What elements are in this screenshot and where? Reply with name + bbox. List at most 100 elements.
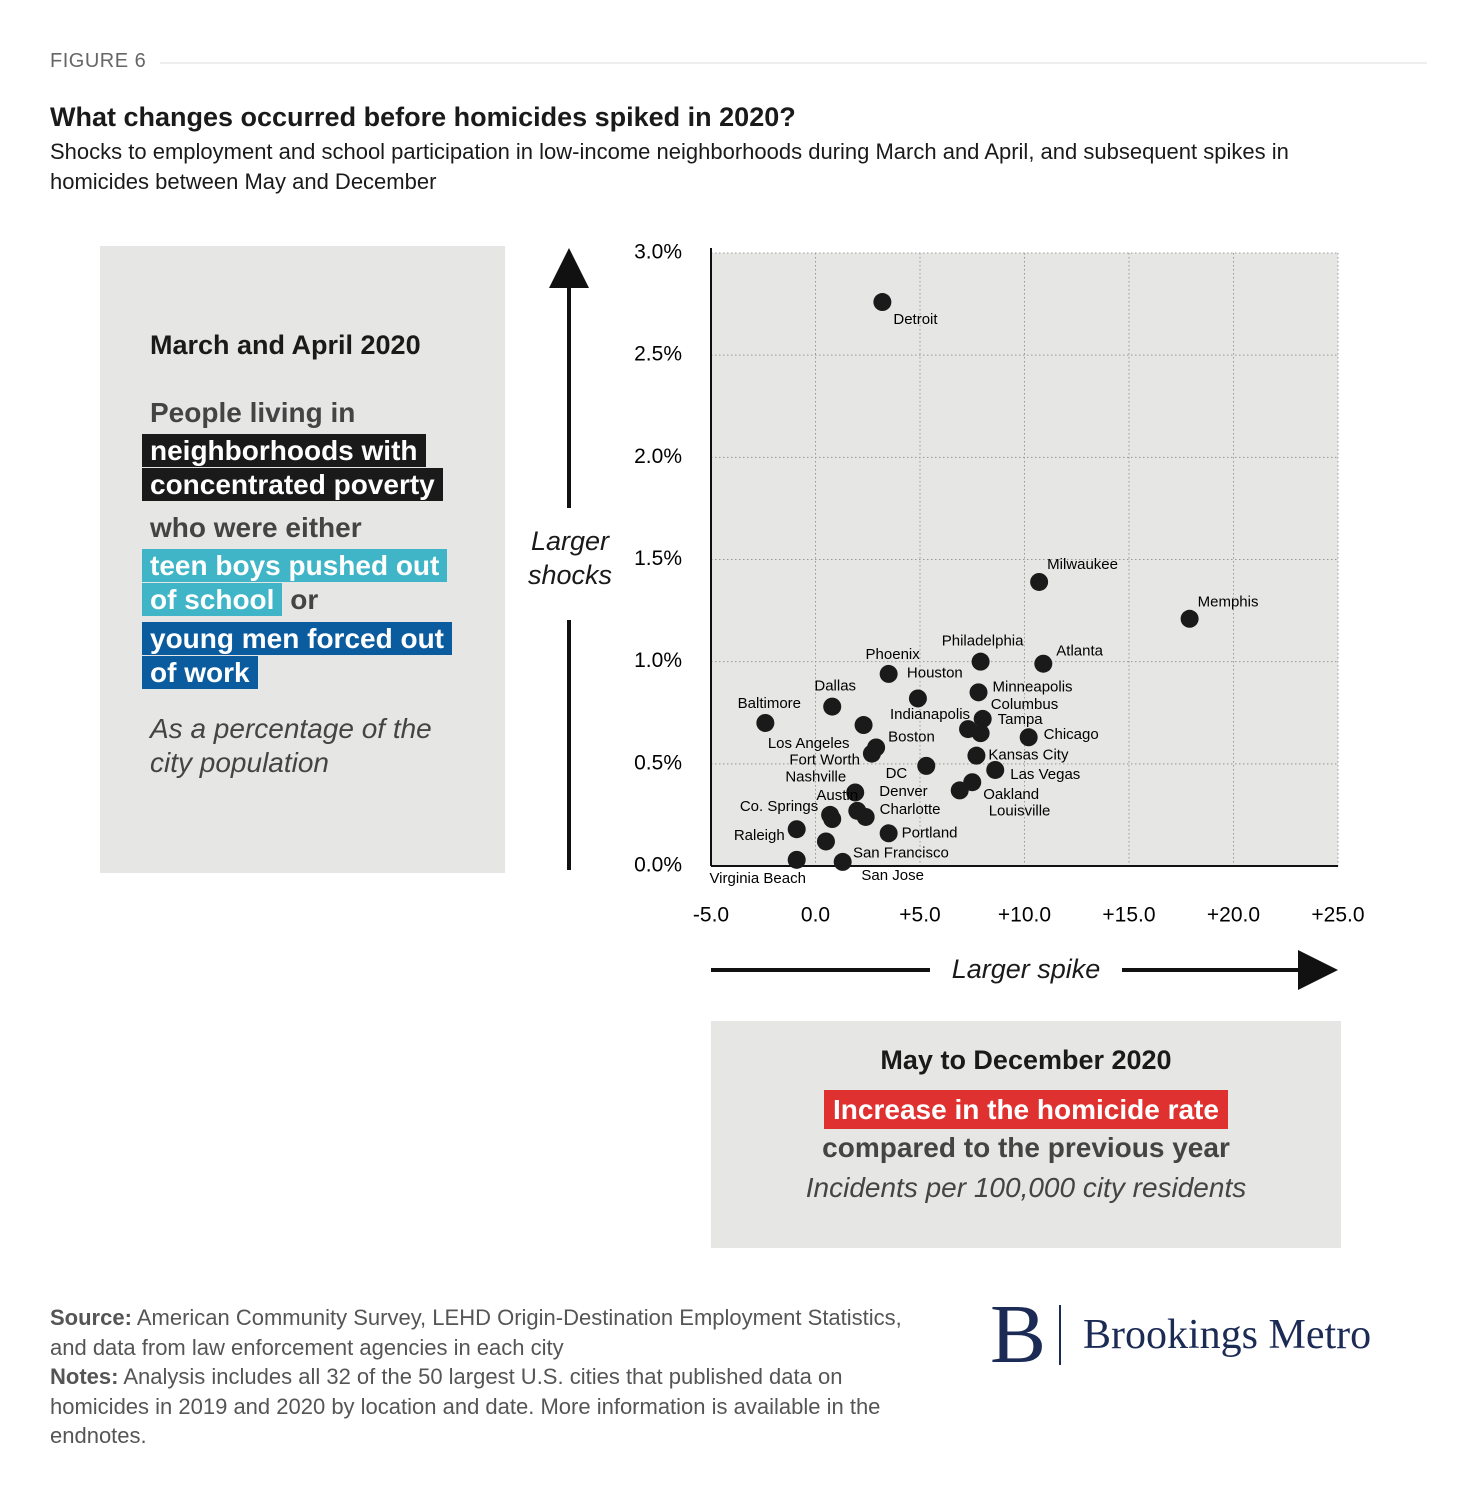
x-description-highlight: Increase in the homicide rate <box>824 1090 1228 1129</box>
point-label: Tampa <box>998 711 1044 728</box>
notes: Notes: Analysis includes all 32 of the 5… <box>50 1362 940 1451</box>
point-label: Atlanta <box>1056 643 1103 660</box>
point <box>862 744 881 763</box>
point-label: Houston <box>907 664 963 681</box>
y-description-highlight-box: neighborhoods with concentrated poverty <box>142 434 472 502</box>
point <box>816 832 835 851</box>
point-label: Baltimore <box>738 695 801 712</box>
footnotes: Source: American Community Survey, LEHD … <box>50 1303 940 1451</box>
point <box>950 781 969 800</box>
point-label: Phoenix <box>866 646 921 663</box>
x-tick-label: 0.0 <box>801 904 830 927</box>
figure-label: FIGURE 6 <box>50 50 147 72</box>
point <box>787 820 806 839</box>
point-label: Louisville <box>989 802 1051 819</box>
point-label: Las Vegas <box>1010 766 1080 783</box>
y-description-panel: March and April 2020 People living in ne… <box>100 246 505 873</box>
x-tick-label: +25.0 <box>1311 904 1364 927</box>
y-axis-label: Larger shocks <box>527 526 613 590</box>
point <box>823 810 842 829</box>
point <box>846 783 865 802</box>
y-description-connector: who were either <box>150 512 362 543</box>
x-description-panel: May to December 2020 Increase in the hom… <box>711 1021 1341 1248</box>
point <box>1034 654 1053 673</box>
y-tick-label: 2.0% <box>634 445 682 468</box>
or: or <box>290 584 319 615</box>
point <box>986 760 1005 779</box>
logo-name: Brookings Metro <box>1083 1312 1372 1358</box>
point <box>854 716 873 735</box>
y-tick-label: 0.5% <box>634 751 682 774</box>
x-tick-label: +20.0 <box>1207 904 1260 927</box>
point-label: Kansas City <box>988 747 1069 764</box>
point-label: Dallas <box>814 678 856 695</box>
y-tick-label: 0.0% <box>634 854 682 877</box>
point <box>879 664 898 683</box>
plot: 0.0% 0.5% 1.0% 1.5% 2.0% 2.5% 3.0% -5.0 0.0 +5.0 +… <box>634 241 1364 927</box>
y-description-heading: March and April 2020 <box>150 330 421 360</box>
point-label: Philadelphia <box>942 633 1024 650</box>
y-tick-label: 1.5% <box>634 547 682 570</box>
x-axis-label: Larger spike <box>951 954 1101 984</box>
logo-letter: B <box>990 1288 1047 1381</box>
x-tick-label: +15.0 <box>1102 904 1155 927</box>
x-description-heading: May to December 2020 <box>880 1045 1172 1075</box>
group-b: young men forced out of work <box>142 622 452 689</box>
point <box>823 697 842 716</box>
point-label: Boston <box>888 728 935 745</box>
point <box>1030 572 1049 591</box>
point-label: Portland <box>902 824 958 841</box>
y-description-groups: teen boys pushed out of school or <box>142 549 472 617</box>
point-label: Memphis <box>1198 594 1259 611</box>
point-label: Austin <box>816 787 858 804</box>
y-description-highlight: neighborhoods with concentrated poverty <box>142 434 443 501</box>
point <box>967 746 986 765</box>
point-label: Virginia Beach <box>709 870 805 887</box>
point-label: Detroit <box>893 311 938 328</box>
y-tick-label: 3.0% <box>634 241 682 264</box>
point-label: Milwaukee <box>1047 556 1118 573</box>
chart-subtitle: Shocks to employment and school particip… <box>50 139 1289 194</box>
y-description-intro: People living in <box>150 397 356 428</box>
notes-text: Analysis includes all 32 of the 50 large… <box>50 1364 881 1448</box>
point-label: Columbus <box>991 696 1059 713</box>
logo-divider <box>1059 1305 1061 1365</box>
point <box>1180 609 1199 628</box>
point <box>787 850 806 869</box>
point-label: Minneapolis <box>993 678 1073 695</box>
y-tick-label: 1.0% <box>634 649 682 672</box>
point <box>971 724 990 743</box>
point-label: Los Angeles <box>768 735 850 752</box>
y-description-unit: As a percentage of the city population <box>150 713 432 778</box>
point-label: Fort Worth <box>789 752 860 769</box>
source-text: American Community Survey, LEHD Origin-D… <box>50 1305 902 1360</box>
point-label: Co. Springs <box>740 798 818 815</box>
y-tick-label: 2.5% <box>634 343 682 366</box>
chart-title: What changes occurred before homicides s… <box>50 102 796 132</box>
x-description-unit: Incidents per 100,000 city residents <box>805 1172 1247 1203</box>
point <box>833 852 852 871</box>
point-label: Nashville <box>785 768 846 785</box>
point-label: DC <box>886 765 908 782</box>
x-tick-label: -5.0 <box>693 904 729 927</box>
point <box>917 756 936 775</box>
point-label: Charlotte <box>880 801 941 818</box>
point <box>873 293 892 312</box>
y-description-group-b-box: young men forced out of work <box>142 622 472 690</box>
point-label: San Jose <box>861 867 924 884</box>
point-label: Indianapolis <box>890 706 970 723</box>
point <box>973 709 992 728</box>
point <box>1019 728 1038 747</box>
point-label: Raleigh <box>734 827 785 844</box>
point <box>971 652 990 671</box>
point <box>756 713 775 732</box>
notes-label: Notes: <box>50 1364 119 1389</box>
point-label: San Francisco <box>853 844 949 861</box>
source-label: Source: <box>50 1305 132 1330</box>
x-tick-label: +10.0 <box>998 904 1051 927</box>
point-label: Denver <box>879 783 927 800</box>
point-label: Chicago <box>1044 726 1099 743</box>
x-tick-label: +5.0 <box>899 904 940 927</box>
